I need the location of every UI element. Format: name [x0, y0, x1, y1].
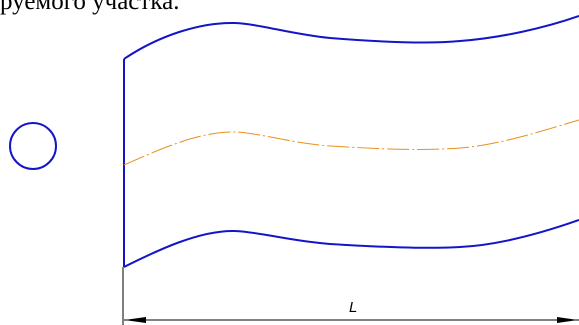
bottom-contour-curve — [123, 219, 579, 268]
caption-text: руемого участка. — [0, 0, 180, 15]
center-axis-line — [123, 119, 579, 166]
dimension-arrow-right — [557, 317, 578, 323]
top-contour-curve — [123, 15, 579, 60]
cross-section-circle — [9, 122, 57, 170]
dimension-arrow-left — [124, 317, 146, 323]
dimension-label: L — [349, 299, 357, 316]
